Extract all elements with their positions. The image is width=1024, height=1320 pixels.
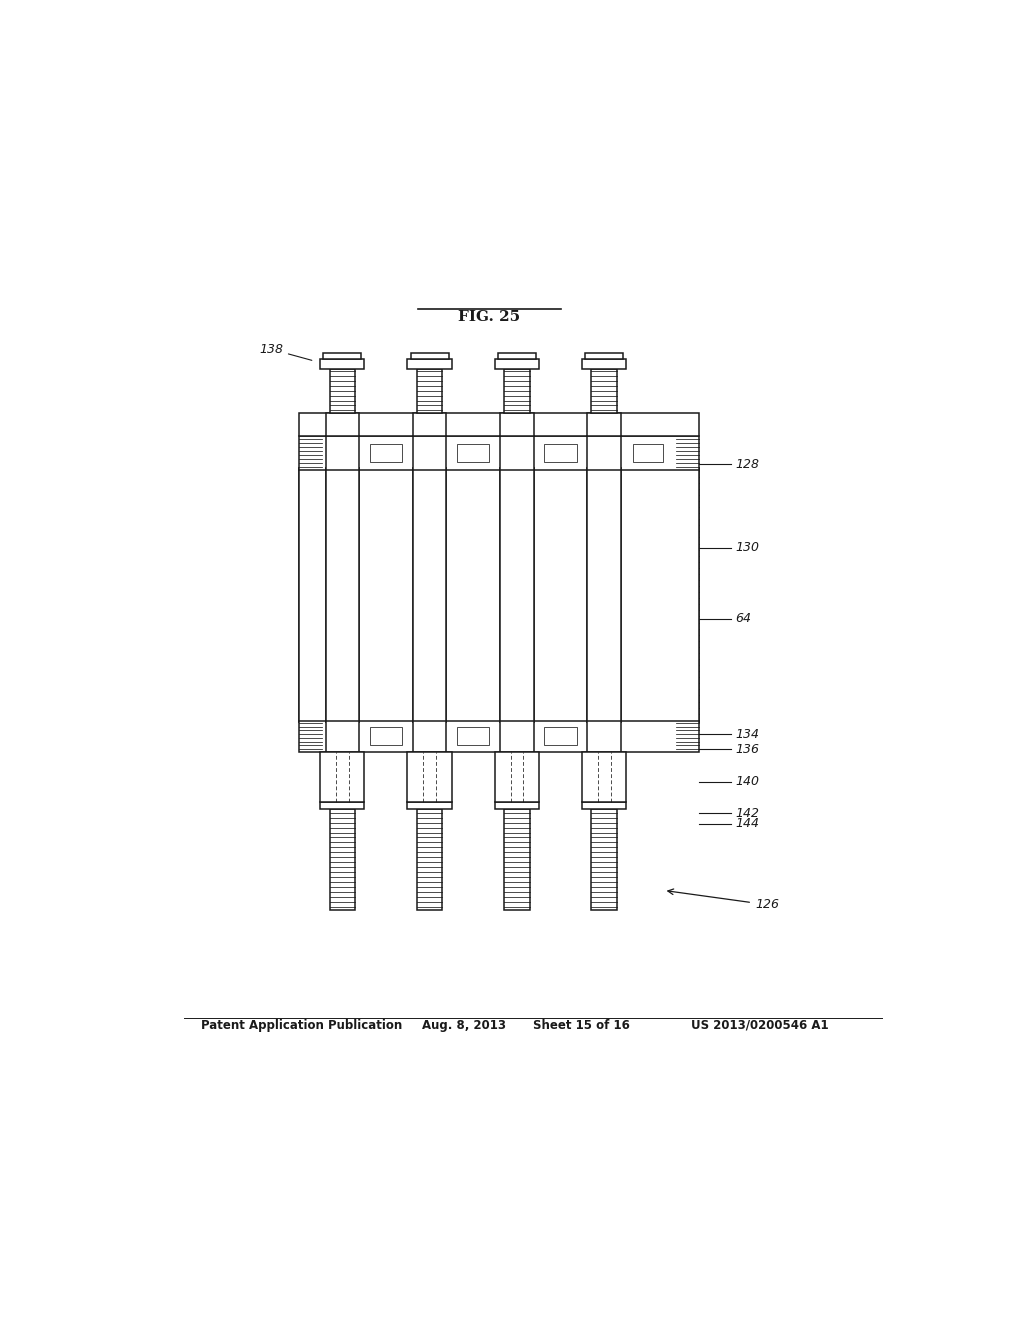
Text: 142: 142 <box>735 807 759 820</box>
Bar <box>299 437 699 470</box>
Bar <box>326 469 359 722</box>
Bar <box>588 469 621 722</box>
Bar <box>413 469 446 722</box>
Text: 64: 64 <box>735 612 752 626</box>
Bar <box>413 721 446 751</box>
Bar <box>411 354 449 359</box>
Bar <box>545 727 577 744</box>
Bar <box>417 809 442 911</box>
Bar <box>299 413 699 437</box>
Text: FIG. 25: FIG. 25 <box>458 310 520 325</box>
Bar <box>408 801 452 809</box>
Bar <box>408 751 452 801</box>
Bar <box>299 721 699 751</box>
Bar <box>582 751 627 801</box>
Bar <box>588 437 621 470</box>
Bar <box>582 359 627 370</box>
Text: 126: 126 <box>668 888 779 911</box>
Text: 138: 138 <box>259 343 312 360</box>
Bar <box>500 413 534 437</box>
Bar <box>633 445 664 462</box>
Bar <box>413 437 446 470</box>
Bar <box>417 370 442 413</box>
Text: Patent Application Publication: Patent Application Publication <box>201 1019 402 1032</box>
Bar <box>592 809 616 911</box>
Text: Sheet 15 of 16: Sheet 15 of 16 <box>532 1019 630 1032</box>
Bar <box>408 359 452 370</box>
Bar <box>504 809 529 911</box>
Bar <box>326 721 359 751</box>
Bar <box>324 354 361 359</box>
Bar <box>299 469 699 722</box>
Bar <box>457 727 489 744</box>
Text: 136: 136 <box>735 743 759 755</box>
Text: 140: 140 <box>735 775 759 788</box>
Bar <box>299 469 699 722</box>
Bar <box>500 437 534 470</box>
Bar <box>321 751 365 801</box>
Bar <box>413 413 446 437</box>
Text: 128: 128 <box>735 458 759 471</box>
Bar <box>588 413 621 437</box>
Bar <box>585 354 624 359</box>
Bar <box>321 801 365 809</box>
Bar <box>588 469 621 722</box>
Bar <box>498 354 536 359</box>
Bar <box>582 801 627 809</box>
Bar <box>330 370 355 413</box>
Bar <box>326 469 359 722</box>
Bar <box>326 437 359 470</box>
Bar <box>500 469 534 722</box>
Text: 144: 144 <box>735 817 759 830</box>
Text: 130: 130 <box>735 541 759 554</box>
Bar <box>413 469 446 722</box>
Bar <box>495 751 539 801</box>
Bar <box>330 809 355 911</box>
Text: US 2013/0200546 A1: US 2013/0200546 A1 <box>691 1019 829 1032</box>
Bar <box>588 721 621 751</box>
Text: Aug. 8, 2013: Aug. 8, 2013 <box>422 1019 506 1032</box>
Bar <box>592 370 616 413</box>
Bar <box>321 359 365 370</box>
Bar <box>326 413 359 437</box>
Bar <box>504 370 529 413</box>
Bar <box>500 721 534 751</box>
Bar <box>370 727 402 744</box>
Bar <box>545 445 577 462</box>
Bar <box>457 445 489 462</box>
Text: 134: 134 <box>735 727 759 741</box>
Bar <box>495 801 539 809</box>
Bar <box>495 359 539 370</box>
Bar <box>500 469 534 722</box>
Bar <box>370 445 402 462</box>
